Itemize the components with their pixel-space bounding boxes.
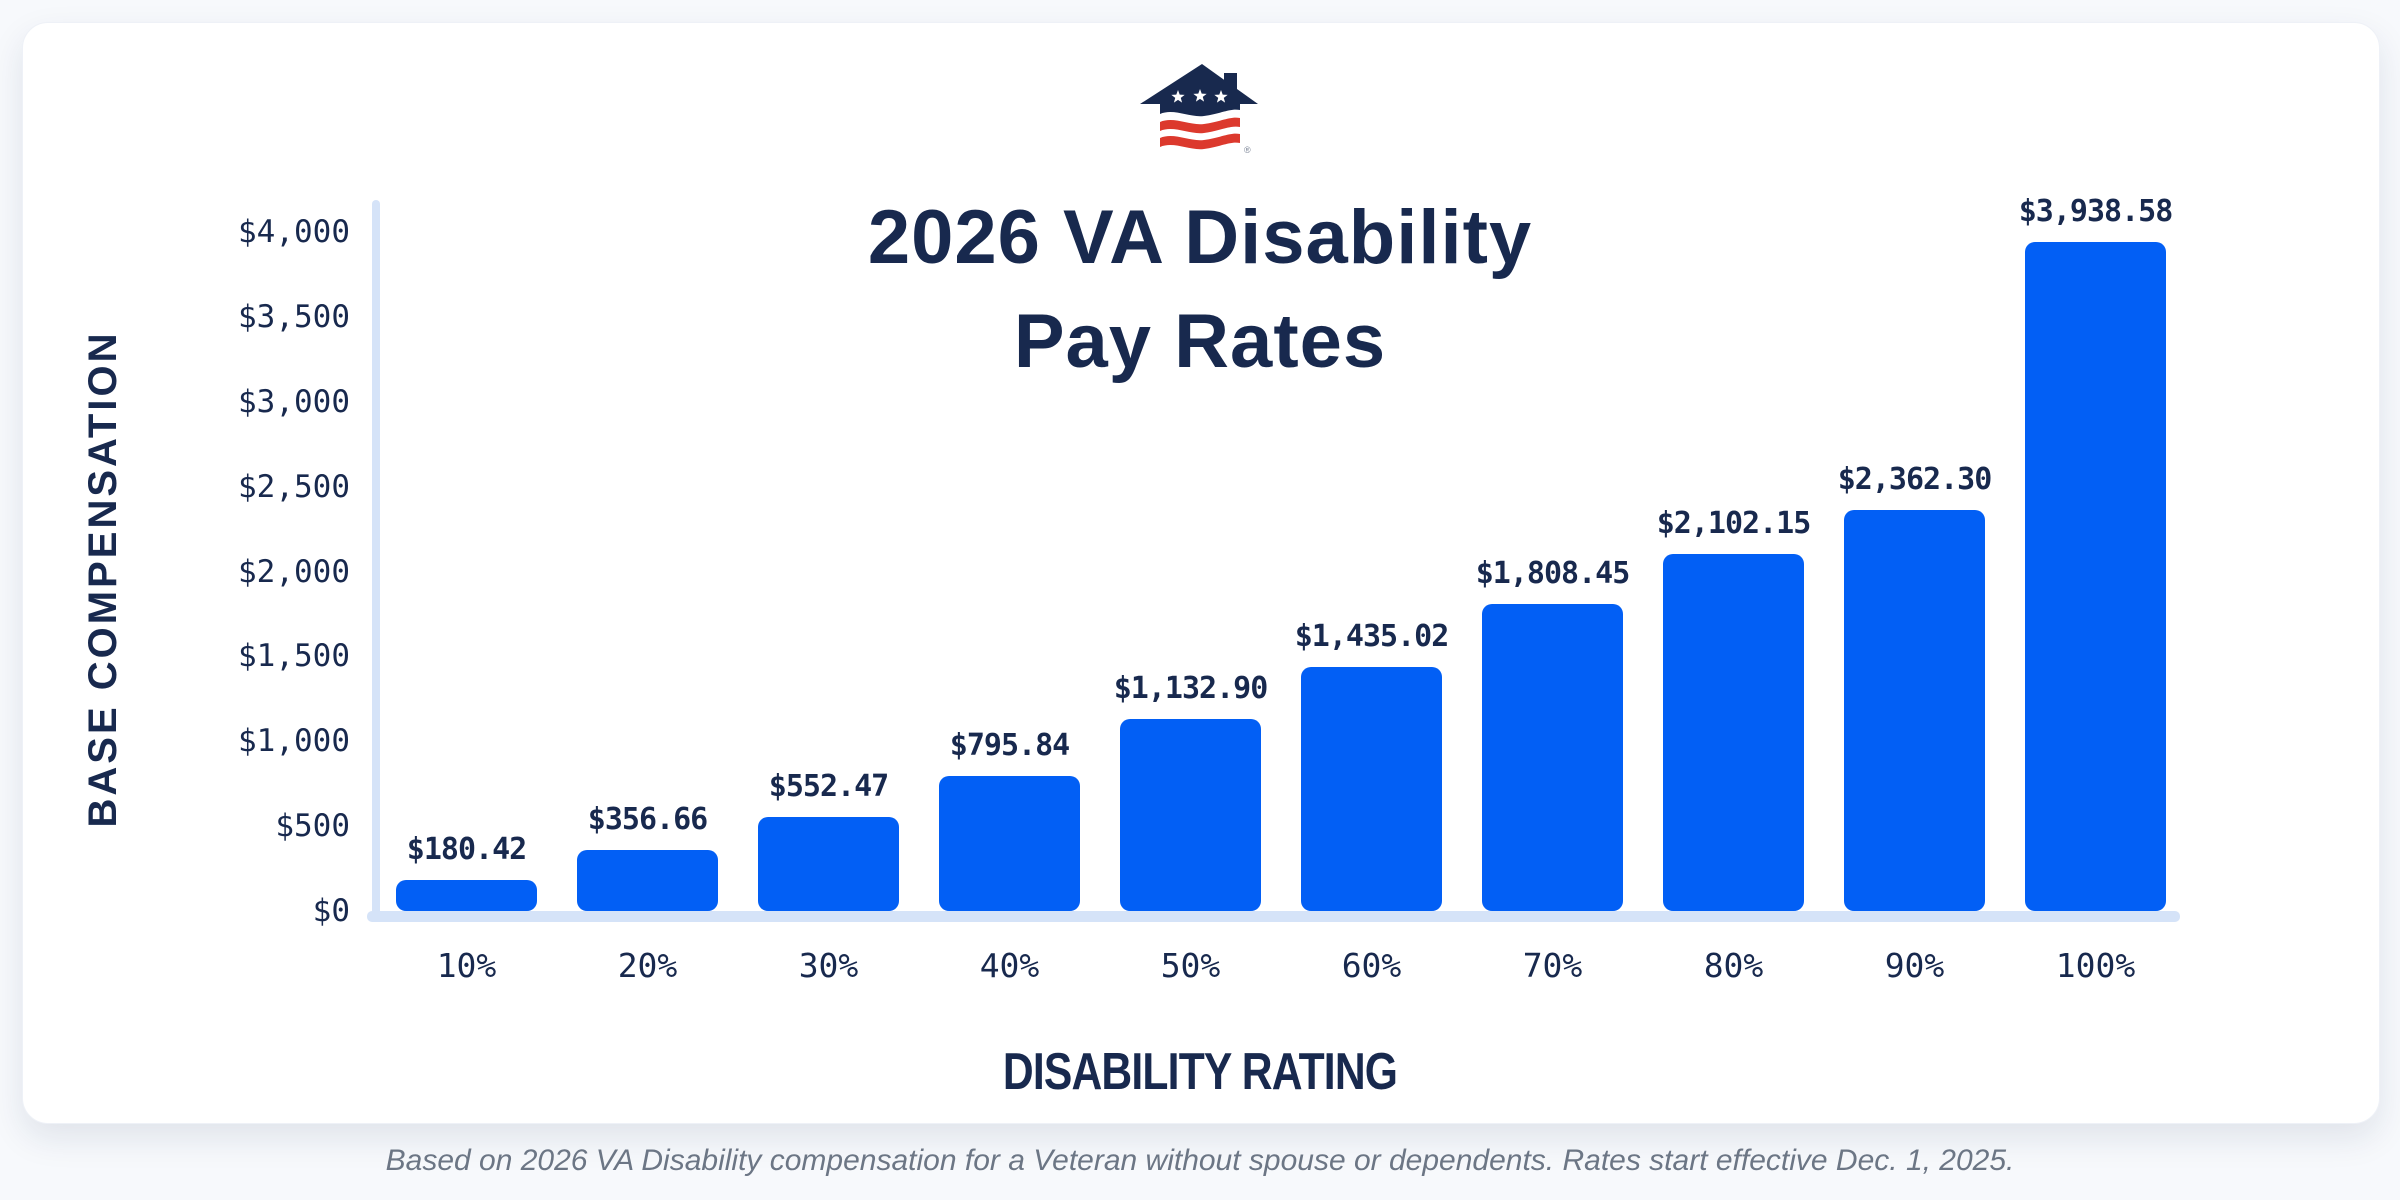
chart-title-line-1: 2026 VA Disability [867, 195, 1533, 280]
logo-house-shape [1140, 64, 1258, 117]
x-tick-label: 50% [1160, 946, 1221, 985]
registered-trademark-mark: ® [1244, 145, 1251, 155]
y-tick-label: $2,000 [238, 553, 350, 590]
bar-value-label: $2,102.15 [1656, 506, 1812, 541]
bar [939, 776, 1080, 911]
bar-value-label: $2,362.30 [1837, 462, 1993, 497]
y-axis-line [372, 200, 380, 922]
y-tick-label: $4,000 [238, 214, 350, 250]
bar-value-label: $1,808.45 [1475, 556, 1631, 591]
infographic-card [22, 22, 2380, 1124]
chart-title-line-2: Pay Rates [1013, 299, 1387, 384]
x-tick-label: 30% [798, 946, 859, 985]
x-tick-label: 20% [617, 946, 678, 985]
bar-value-label: $1,132.90 [1113, 671, 1269, 706]
x-tick-label: 90% [1884, 946, 1945, 985]
bar [396, 880, 537, 911]
bar [1120, 719, 1261, 911]
y-tick-label: $1,000 [238, 723, 350, 760]
bar-value-label: $795.84 [949, 728, 1070, 763]
bar-value-label: $552.47 [768, 769, 889, 804]
x-tick-label: 40% [979, 946, 1040, 985]
x-axis-line [367, 911, 2180, 922]
chart-title: 2026 VA Disability Pay Rates [0, 186, 2400, 394]
y-tick-label: $0 [312, 893, 350, 929]
bar [1482, 604, 1623, 911]
bar [577, 850, 718, 911]
y-tick-label: $1,500 [238, 638, 350, 675]
bar-value-label: $180.42 [406, 832, 527, 867]
x-tick-label: 10% [436, 946, 497, 985]
bar [1844, 510, 1985, 911]
x-tick-label: 60% [1341, 946, 1402, 985]
logo-stripes [1160, 117, 1240, 150]
bar [1663, 554, 1804, 911]
bar [1301, 667, 1442, 911]
y-tick-label: $3,500 [238, 298, 350, 335]
x-tick-label: 100% [2055, 946, 2136, 985]
bar-value-label: $356.66 [587, 802, 708, 837]
bar [758, 817, 899, 911]
x-tick-label: 70% [1522, 946, 1583, 985]
y-tick-label: $2,500 [238, 468, 350, 505]
logo-stars [1171, 89, 1228, 103]
x-axis-title: DISABILITY RATING [1002, 1043, 1398, 1101]
bar-value-label: $3,938.58 [2018, 194, 2174, 229]
y-axis-title: BASE COMPENSATION [81, 330, 125, 828]
y-tick-label: $500 [275, 808, 350, 845]
x-tick-label: 80% [1703, 946, 1764, 985]
veterans-united-logo: ® [1140, 64, 1258, 155]
bar [2025, 242, 2166, 911]
footer-note: Based on 2026 VA Disability compensation… [385, 1144, 2015, 1177]
bar-value-label: $1,435.02 [1294, 619, 1450, 654]
y-tick-label: $3,000 [238, 383, 350, 420]
